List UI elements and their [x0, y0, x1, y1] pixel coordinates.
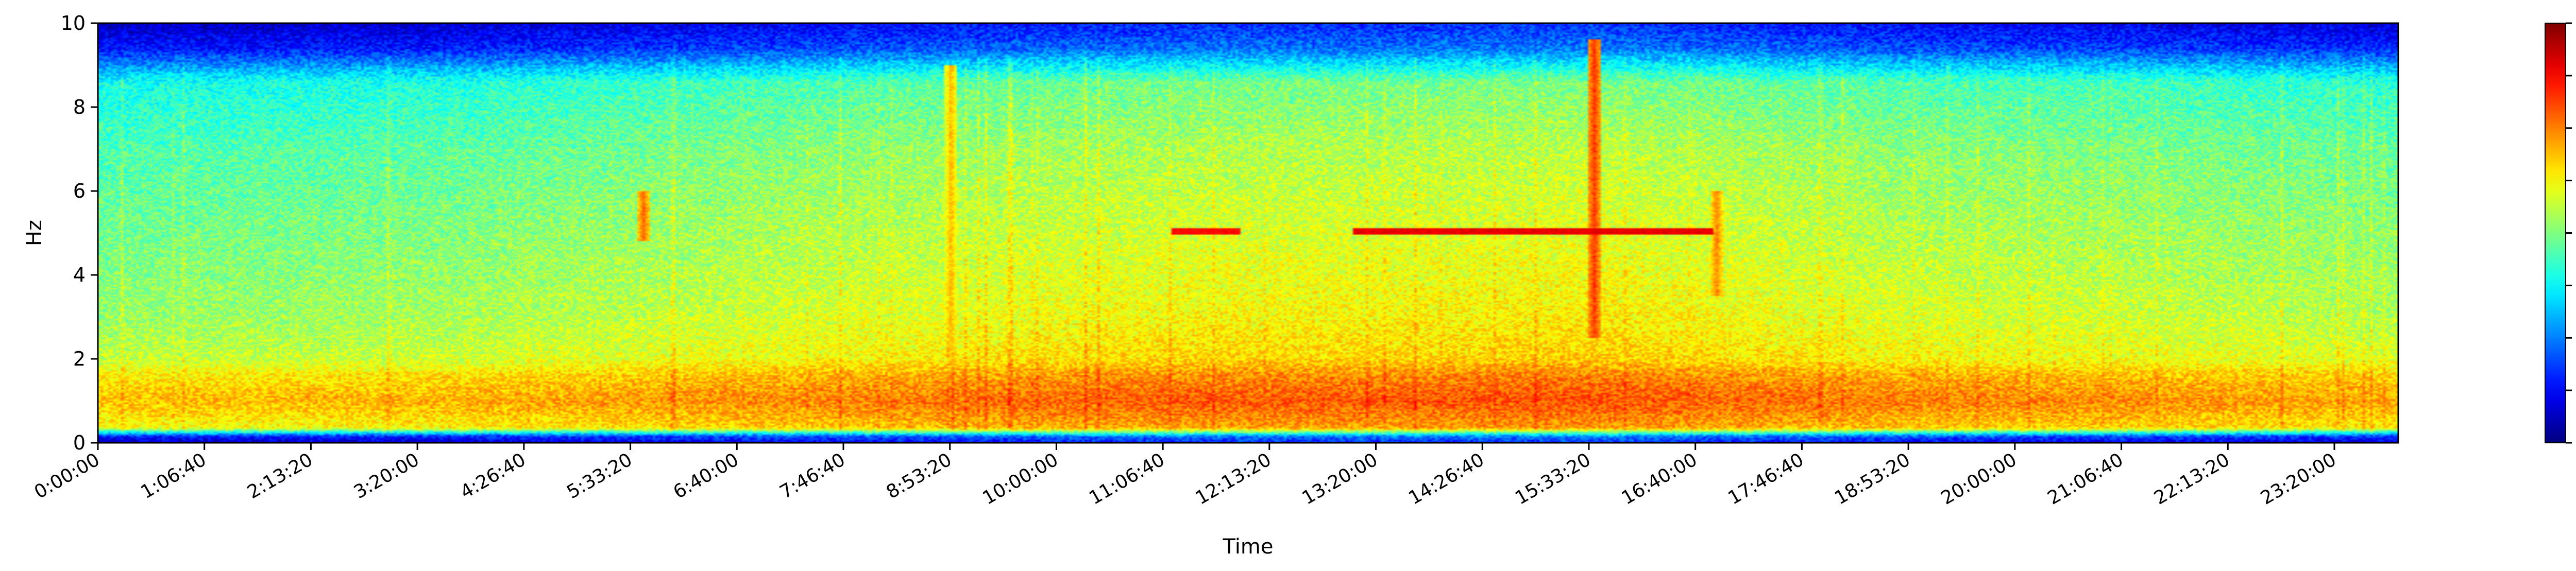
y-tick-label: 2 — [73, 348, 86, 370]
y-tick-label: 8 — [73, 96, 86, 118]
x-tick-label: 2:13:20 — [244, 449, 316, 503]
x-tick-label: 5:33:20 — [563, 449, 636, 503]
x-tick-label: 15:33:20 — [1512, 449, 1595, 509]
y-axis-ticks: 0 2 4 6 8 10 — [61, 12, 98, 454]
x-tick-label: 17:46:40 — [1724, 449, 1807, 509]
x-tick-label: 11:06:40 — [1086, 449, 1168, 509]
spectrogram-heatmap — [98, 23, 2398, 443]
colorbar-gradient — [2545, 23, 2566, 443]
y-axis-label: Hz — [23, 220, 46, 246]
x-tick-label: 6:40:00 — [670, 449, 742, 503]
x-tick-label: 22:13:20 — [2150, 449, 2233, 509]
x-tick-label: 21:06:40 — [2044, 449, 2127, 509]
x-tick-label: 3:20:00 — [350, 449, 423, 503]
y-tick-label: 6 — [73, 180, 86, 202]
x-tick-label: 16:40:00 — [1618, 449, 1701, 509]
y-tick-label: 0 — [73, 431, 86, 454]
x-tick-label: 12:13:20 — [1192, 449, 1275, 509]
y-tick-label: 4 — [73, 264, 86, 286]
x-tick-label: 0:00:00 — [31, 449, 104, 503]
x-tick-label: 23:20:00 — [2257, 449, 2340, 509]
x-tick-label: 13:20:00 — [1299, 449, 1382, 509]
x-tick-label: 18:53:20 — [1831, 449, 1914, 509]
colorbar-ticks: +0 dB-10 dB-20 dB-30 dB-40 dB-50 dB-60 d… — [2566, 22, 2572, 444]
x-tick-label: 1:06:40 — [138, 449, 210, 503]
x-tick-label: 4:26:40 — [457, 449, 530, 503]
x-axis-ticks: 0:00:00 1:06:40 2:13:20 3:20:00 4:26:40 5:33:… — [31, 443, 2340, 509]
x-tick-label: 8:53:20 — [883, 449, 956, 503]
x-tick-label: 20:00:00 — [1938, 449, 2021, 509]
plot-layer — [97, 22, 2399, 444]
x-tick-label: 10:00:00 — [979, 449, 1062, 509]
x-axis-label: Time — [1223, 535, 1274, 559]
plot-frame — [97, 22, 2399, 444]
x-tick-label: 14:26:40 — [1405, 449, 1488, 509]
x-tick-label: 7:46:40 — [776, 449, 849, 503]
y-tick-label: 10 — [61, 12, 86, 34]
colorbar — [2545, 23, 2566, 443]
